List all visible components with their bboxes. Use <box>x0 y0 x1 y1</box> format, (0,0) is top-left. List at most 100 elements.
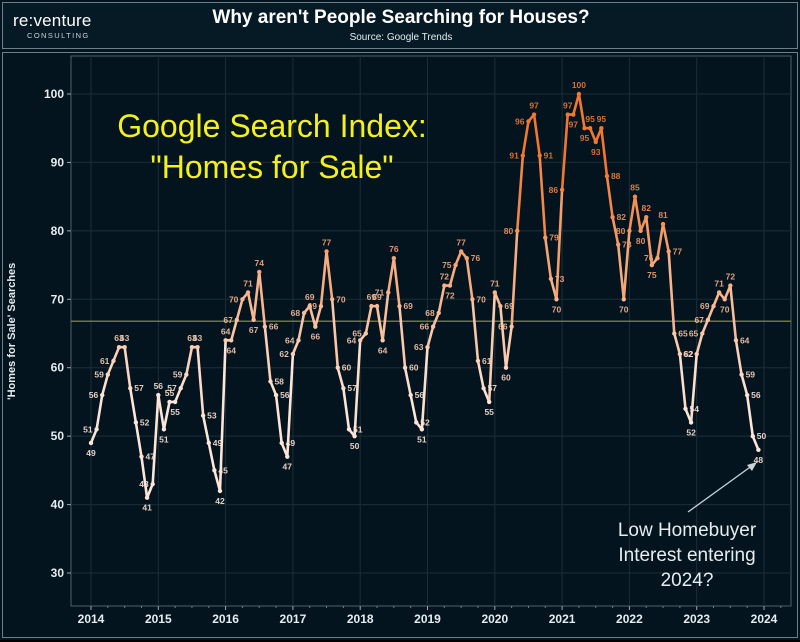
data-point <box>565 112 570 117</box>
data-point <box>548 276 554 281</box>
data-label: 58 <box>274 376 284 386</box>
data-point <box>627 228 632 234</box>
data-point <box>610 214 615 220</box>
data-label: 69 <box>403 301 413 311</box>
data-point <box>318 303 324 309</box>
data-label: 97 <box>563 101 573 111</box>
data-label: 80 <box>636 236 646 246</box>
data-label: 56 <box>154 381 164 391</box>
data-point <box>554 297 559 302</box>
y-tick-label: 30 <box>51 566 65 580</box>
data-label: 74 <box>255 258 265 268</box>
data-label: 70 <box>720 304 730 314</box>
data-label: 71 <box>243 278 253 288</box>
data-label: 75 <box>647 270 657 280</box>
data-point <box>178 386 183 391</box>
data-label: 56 <box>89 390 99 400</box>
data-point <box>105 372 111 377</box>
callout-text-2: Interest entering <box>618 545 755 566</box>
data-point <box>313 324 318 329</box>
data-label: 80 <box>616 226 626 236</box>
data-label: 52 <box>420 417 430 427</box>
data-point <box>285 454 290 459</box>
data-label: 56 <box>751 390 761 400</box>
data-label: 67 <box>249 325 259 335</box>
data-label: 76 <box>389 244 399 254</box>
data-point <box>161 427 167 432</box>
data-point <box>705 317 711 323</box>
data-label: 63 <box>414 342 424 352</box>
data-point <box>397 303 402 309</box>
data-label: 71 <box>490 278 500 288</box>
data-label: 65 <box>352 329 362 339</box>
data-label: 71 <box>714 278 724 288</box>
data-point <box>425 344 430 350</box>
data-label: 41 <box>142 503 152 513</box>
headline-text-2: "Homes for Sale" <box>150 149 393 185</box>
data-label: 93 <box>591 147 601 157</box>
data-label: 91 <box>544 151 554 161</box>
x-tick-label: 2016 <box>212 612 239 626</box>
data-point <box>688 420 694 425</box>
data-point <box>464 256 469 261</box>
data-label: 51 <box>83 424 93 434</box>
data-point <box>94 427 99 432</box>
data-point <box>728 283 733 288</box>
data-label: 63 <box>114 333 124 343</box>
data-label: 95 <box>597 114 607 124</box>
data-label: 77 <box>456 237 466 247</box>
data-label: 71 <box>375 287 385 297</box>
data-label: 69 <box>372 292 382 302</box>
data-label: 67 <box>694 315 704 325</box>
data-point <box>184 372 189 377</box>
data-point <box>644 214 649 220</box>
data-label: 51 <box>417 434 427 444</box>
data-point <box>683 406 688 411</box>
data-label: 47 <box>283 462 293 472</box>
data-point <box>408 392 413 398</box>
data-label: 64 <box>221 326 231 336</box>
data-point <box>442 283 447 288</box>
data-point <box>88 440 94 446</box>
data-label: 64 <box>740 335 750 345</box>
data-label: 70 <box>552 304 562 314</box>
logo: re:venture <box>13 11 92 30</box>
data-point <box>672 331 677 336</box>
data-label: 82 <box>641 203 651 213</box>
data-point <box>358 338 363 343</box>
chart-source: Source: Google Trends <box>349 32 453 43</box>
data-point <box>229 338 234 343</box>
data-point <box>128 386 133 391</box>
data-point <box>290 351 296 357</box>
data-point <box>615 242 621 247</box>
data-point <box>756 447 761 453</box>
data-label: 65 <box>678 329 688 339</box>
x-tick-label: 2023 <box>683 612 710 626</box>
data-point <box>144 495 150 500</box>
data-label: 95 <box>580 133 590 143</box>
data-label: 57 <box>347 383 357 393</box>
data-point <box>711 303 716 309</box>
data-series <box>88 91 761 500</box>
data-label: 73 <box>555 274 565 284</box>
data-label: 66 <box>311 332 321 342</box>
data-point <box>335 365 340 370</box>
data-label: 77 <box>673 246 683 256</box>
header-bar: re:venture CONSULTING Why aren't People … <box>2 2 798 49</box>
data-label: 43 <box>139 479 149 489</box>
data-label: 57 <box>167 383 177 393</box>
data-label: 50 <box>757 431 767 441</box>
data-point <box>559 187 565 193</box>
data-label: 52 <box>686 427 696 437</box>
data-label: 55 <box>165 388 175 398</box>
data-point <box>206 440 211 446</box>
data-point <box>543 235 548 240</box>
data-point <box>498 303 503 309</box>
data-label: 55 <box>484 407 494 417</box>
data-label: 75 <box>442 260 452 270</box>
data-label: 69 <box>504 301 514 311</box>
data-label: 76 <box>471 253 481 263</box>
data-label: 100 <box>572 80 586 90</box>
chart-area: 30 40 50 60 70 80 90 100 2014 2015 2016 2017 2018 20… <box>2 52 798 638</box>
x-tick-label: 2017 <box>280 612 307 626</box>
